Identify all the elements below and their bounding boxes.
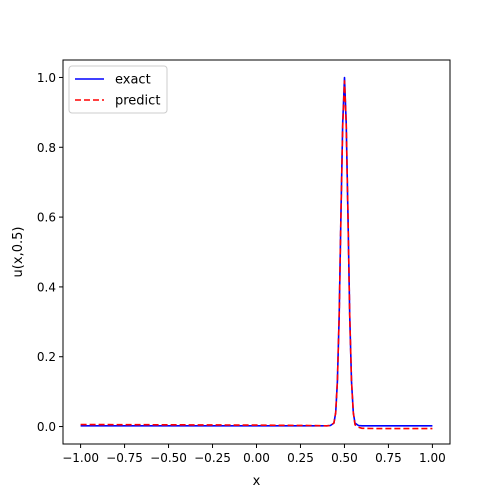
y-tick-label: 0.0 <box>37 420 56 434</box>
y-tick-label: 0.8 <box>37 141 56 155</box>
y-tick-label: 0.6 <box>37 211 56 225</box>
y-axis-ticks: 0.0 0.2 0.4 0.6 0.8 1.0 <box>37 71 63 434</box>
y-axis-label: u(x,0.5) <box>11 227 26 278</box>
plot-area-frame <box>62 59 451 445</box>
y-tick-label: 0.2 <box>37 350 56 364</box>
x-tick-label: 0.50 <box>331 451 358 465</box>
x-tick-label: 0.75 <box>375 451 402 465</box>
x-axis-ticks: −1.00 −0.75 −0.50 −0.25 0.00 0.25 0.50 0.75 1.00 <box>62 444 446 465</box>
legend-label-predict: predict <box>115 94 160 109</box>
x-tick-label: −0.50 <box>150 451 187 465</box>
series-line-exact <box>80 76 433 427</box>
x-tick-label: 1.00 <box>419 451 446 465</box>
plot-lines <box>80 76 433 430</box>
x-tick-label: 0.25 <box>287 451 314 465</box>
legend-label-exact: exact <box>115 73 151 88</box>
legend-frame <box>68 65 168 114</box>
legend: exact predict <box>68 65 168 114</box>
x-tick-label: −1.00 <box>62 451 99 465</box>
y-tick-label: 0.4 <box>37 280 56 294</box>
x-tick-label: −0.25 <box>194 451 231 465</box>
x-tick-label: −0.75 <box>106 451 143 465</box>
series-line-predict <box>80 80 433 430</box>
x-axis-label: x <box>253 474 261 489</box>
y-tick-label: 1.0 <box>37 71 56 85</box>
x-tick-label: 0.00 <box>243 451 270 465</box>
